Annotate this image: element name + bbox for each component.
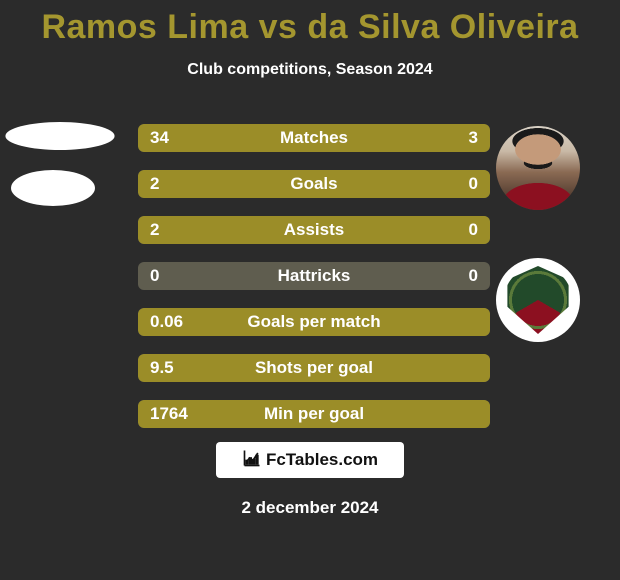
- stat-label: Goals per match: [138, 312, 490, 332]
- stat-value-right: 0: [469, 220, 478, 240]
- stat-value-left: 0.06: [150, 312, 183, 332]
- stat-label: Assists: [138, 220, 490, 240]
- page-title: Ramos Lima vs da Silva Oliveira: [0, 0, 620, 47]
- stat-label: Matches: [138, 128, 490, 148]
- stat-value-right: 3: [469, 128, 478, 148]
- stat-label: Shots per goal: [138, 358, 490, 378]
- footer-logo: FcTables.com: [216, 442, 404, 478]
- subtitle: Club competitions, Season 2024: [0, 61, 620, 79]
- stat-row: 0Hattricks0: [138, 262, 490, 290]
- stat-value-left: 2: [150, 174, 159, 194]
- stats-rows: 34Matches32Goals02Assists00Hattricks00.0…: [138, 124, 490, 446]
- player-left-avatar: [5, 122, 114, 150]
- footer-date: 2 december 2024: [0, 498, 620, 518]
- chart-icon: [242, 448, 262, 473]
- stat-value-left: 2: [150, 220, 159, 240]
- stat-value-left: 34: [150, 128, 169, 148]
- stat-label: Min per goal: [138, 404, 490, 424]
- stat-row: 34Matches3: [138, 124, 490, 152]
- stat-label: Hattricks: [138, 266, 490, 286]
- stat-value-right: 0: [469, 174, 478, 194]
- stat-value-left: 0: [150, 266, 159, 286]
- stat-label: Goals: [138, 174, 490, 194]
- stat-value-right: 0: [469, 266, 478, 286]
- stat-value-left: 1764: [150, 404, 188, 424]
- stat-row: 0.06Goals per match: [138, 308, 490, 336]
- club-left-crest: [11, 170, 95, 206]
- footer-logo-text: FcTables.com: [266, 450, 378, 470]
- stat-value-left: 9.5: [150, 358, 174, 378]
- club-right-crest: [496, 258, 580, 342]
- stat-row: 2Goals0: [138, 170, 490, 198]
- player-right-avatar: [496, 126, 580, 210]
- stat-row: 1764Min per goal: [138, 400, 490, 428]
- stat-row: 9.5Shots per goal: [138, 354, 490, 382]
- stat-row: 2Assists0: [138, 216, 490, 244]
